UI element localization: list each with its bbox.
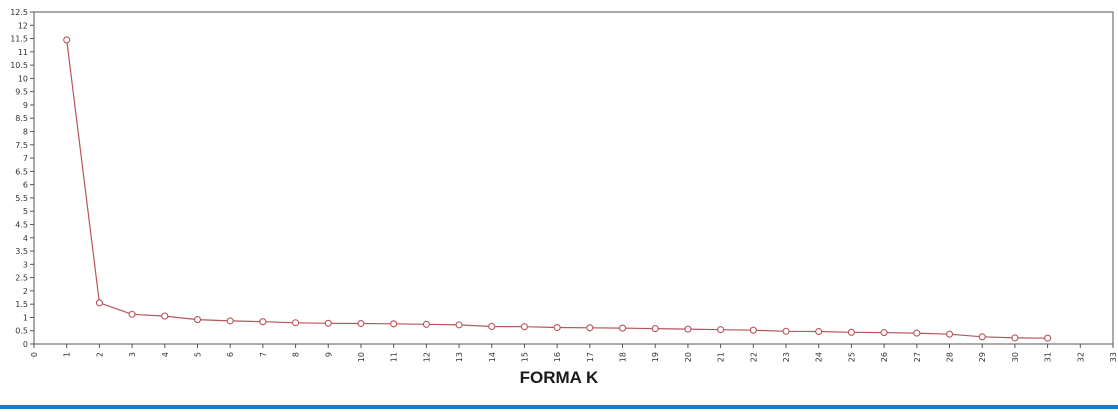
y-tick-label: 10.5 xyxy=(10,61,28,70)
data-point xyxy=(749,326,757,334)
plot-frame xyxy=(33,11,1114,345)
x-tick-label: 29 xyxy=(978,352,987,362)
y-tick-label: 7.5 xyxy=(15,141,28,150)
data-point xyxy=(553,323,561,332)
x-tick-label: 18 xyxy=(619,352,628,362)
x-tick-label: 15 xyxy=(520,352,529,362)
data-point xyxy=(161,312,169,320)
data-point xyxy=(520,323,529,331)
x-tick-label: 17 xyxy=(586,352,595,362)
x-tick-label: 24 xyxy=(815,352,824,362)
y-tick-label: 3.5 xyxy=(15,247,28,256)
data-point xyxy=(847,328,855,336)
x-tick-label: 25 xyxy=(847,352,856,362)
data-point xyxy=(357,319,365,328)
x-tick-label: 30 xyxy=(1011,352,1020,362)
data-point xyxy=(586,324,594,332)
data-point xyxy=(651,325,659,333)
data-point xyxy=(1044,334,1052,342)
y-tick-label: 11.5 xyxy=(10,35,28,44)
y-tick-label: 11 xyxy=(18,48,28,57)
y-tick-label: 7 xyxy=(23,154,28,163)
bottom-divider xyxy=(0,405,1118,409)
y-tick-label: 4.5 xyxy=(15,220,28,229)
x-tick-label: 28 xyxy=(946,352,955,362)
x-tick-label: 26 xyxy=(880,352,889,362)
x-tick-label: 11 xyxy=(390,352,399,362)
data-point xyxy=(880,329,888,337)
x-tick-label: 32 xyxy=(1076,352,1085,362)
data-point xyxy=(292,319,300,327)
x-tick-label: 5 xyxy=(193,352,202,357)
y-tick-label: 5.5 xyxy=(15,194,28,203)
x-tick-label: 12 xyxy=(422,352,431,362)
data-point xyxy=(226,317,234,325)
y-tick-label: 12.5 xyxy=(10,8,28,17)
x-tick-label: 9 xyxy=(324,352,333,357)
data-point xyxy=(193,316,202,324)
x-tick-label: 33 xyxy=(1109,352,1118,362)
data-point xyxy=(488,322,496,331)
x-tick-label: 0 xyxy=(30,352,39,357)
x-tick-label: 14 xyxy=(488,352,497,362)
data-point xyxy=(390,320,398,328)
y-tick-label: 1.5 xyxy=(15,300,28,309)
x-tick-label: 19 xyxy=(651,352,660,362)
scree-plot: 0 0.5 1 1.5 2 2.5 3 3.5 4 4.5 5 5.5 6 6.5 7 7.5 8 8.5 9 9.5… xyxy=(10,8,1118,362)
data-point xyxy=(324,319,332,327)
data-point xyxy=(978,333,986,341)
figure-caption: FORMA K xyxy=(519,368,599,387)
y-tick-label: 3 xyxy=(23,260,28,269)
y-tick-label: 4 xyxy=(23,234,28,243)
x-tick-label: 27 xyxy=(913,352,922,362)
data-point xyxy=(63,36,71,44)
x-tick-label: 10 xyxy=(357,352,366,362)
y-tick-label: 8.5 xyxy=(15,114,28,123)
data-point xyxy=(422,320,430,328)
data-point xyxy=(455,321,463,329)
y-tick-label: 12 xyxy=(18,21,28,30)
data-point xyxy=(815,327,823,336)
y-tick-label: 9 xyxy=(23,101,28,110)
data-point xyxy=(913,329,921,337)
x-tick-label: 22 xyxy=(749,352,758,362)
x-tick-label: 31 xyxy=(1044,352,1053,362)
y-tick-label: 10 xyxy=(18,74,28,83)
y-tick-label: 1 xyxy=(23,313,28,322)
y-tick-label: 6.5 xyxy=(15,167,28,176)
y-tick-label: 2.5 xyxy=(15,274,28,283)
y-tick-label: 2 xyxy=(23,287,28,296)
y-tick-label: 0.5 xyxy=(15,327,28,336)
data-point xyxy=(717,326,725,334)
y-tick-label: 0 xyxy=(23,340,28,349)
chart-canvas: 00.511.522.533.544.555.566.577.588.599.5… xyxy=(10,8,1118,362)
x-tick-label: 16 xyxy=(553,352,562,362)
x-tick-label: 21 xyxy=(717,352,726,362)
x-tick-label: 1 xyxy=(63,352,72,357)
series-line xyxy=(66,39,1048,339)
x-tick-label: 3 xyxy=(128,352,137,357)
data-point xyxy=(128,310,136,318)
x-tick-label: 20 xyxy=(684,352,693,362)
data-point xyxy=(684,325,692,333)
data-point xyxy=(259,318,267,326)
x-tick-label: 4 xyxy=(161,352,170,357)
x-tick-label: 8 xyxy=(292,352,301,357)
y-tick-label: 9.5 xyxy=(15,88,28,97)
x-tick-label: 2 xyxy=(95,352,104,357)
x-tick-label: 6 xyxy=(226,352,235,357)
data-point xyxy=(1011,334,1019,342)
y-tick-label: 6 xyxy=(23,181,28,190)
data-point xyxy=(95,299,103,307)
x-tick-label: 13 xyxy=(455,352,464,362)
data-point xyxy=(782,327,790,335)
y-tick-label: 8 xyxy=(23,128,28,137)
data-point xyxy=(945,330,954,338)
x-tick-label: 23 xyxy=(782,352,791,362)
y-tick-label: 5 xyxy=(23,207,28,216)
data-point xyxy=(618,324,627,332)
x-tick-label: 7 xyxy=(259,352,268,357)
